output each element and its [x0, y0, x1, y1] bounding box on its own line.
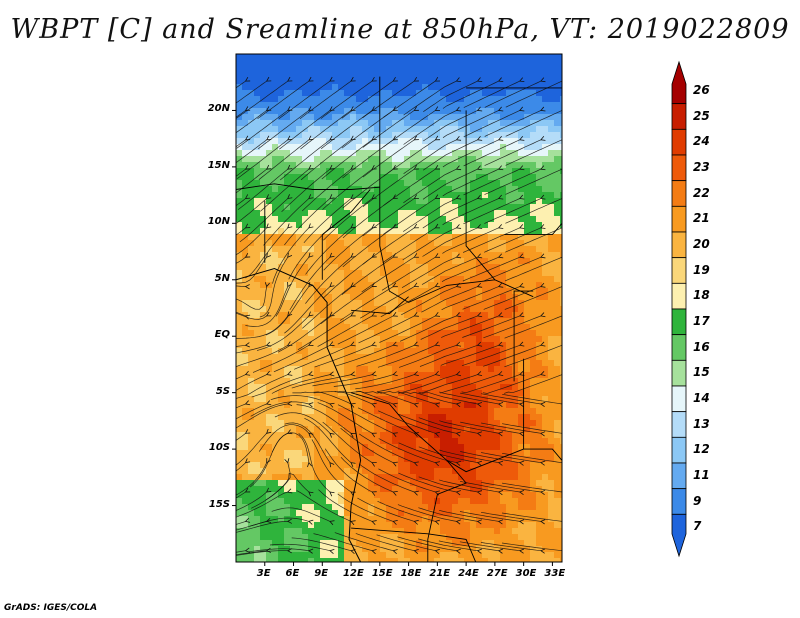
- lat-label: 10S: [208, 442, 230, 454]
- lon-label: 21E: [429, 568, 451, 579]
- colorbar-swatch: [671, 231, 687, 259]
- colorbar-swatch: [671, 154, 687, 182]
- colorbar-label: 12: [693, 442, 710, 457]
- colorbar-label: 9: [693, 493, 702, 508]
- lon-label: 33E: [544, 568, 566, 579]
- colorbar-label: 11: [693, 467, 710, 482]
- colorbar-label: 26: [693, 82, 710, 97]
- colorbar-label: 18: [693, 288, 710, 303]
- colorbar-label: 20: [693, 236, 710, 251]
- streamlines: [236, 76, 562, 556]
- lon-label: 24E: [458, 568, 479, 579]
- lon-label: 12E: [343, 568, 364, 579]
- colorbar-swatch: [671, 334, 687, 361]
- map-frame: [235, 53, 563, 563]
- colorbar-label: 24: [693, 134, 710, 149]
- lon-label: 18E: [400, 568, 422, 579]
- colorbar-swatch: [671, 103, 687, 130]
- lat-label: 20N: [207, 103, 230, 115]
- colorbar-swatch: [671, 488, 687, 515]
- wbpt-field: [236, 54, 562, 562]
- map-title: WBPT [C] and Sreamline at 850hPa, VT: 20…: [10, 14, 790, 45]
- lat-label: 5N: [214, 272, 230, 284]
- colorbar-label: 17: [693, 313, 710, 328]
- lon-label: 15E: [371, 568, 393, 579]
- lon-label: 6E: [285, 568, 300, 579]
- colorbar-label: 23: [693, 159, 710, 174]
- colorbar-swatch: [671, 411, 687, 438]
- lat-label: 15S: [208, 498, 230, 510]
- colorbar-label: 21: [693, 211, 710, 226]
- colorbar-swatch: [671, 257, 687, 284]
- credit-text: GrADS: IGES/COLA: [4, 603, 98, 613]
- lat-label: 5S: [215, 385, 230, 397]
- colorbar-swatch: [671, 205, 687, 233]
- lon-label: 27E: [486, 568, 508, 579]
- colorbar-swatch: [671, 385, 687, 413]
- axis-ticks: [232, 109, 553, 566]
- colorbar-label: 19: [693, 262, 710, 277]
- colorbar-swatch: [671, 60, 687, 105]
- lon-label: 30E: [515, 568, 537, 579]
- colorbar-label: 15: [693, 365, 710, 380]
- colorbar-label: 25: [693, 108, 710, 123]
- colorbar-label: 14: [693, 390, 710, 405]
- colorbar: [671, 60, 687, 558]
- lat-label: EQ: [214, 329, 230, 341]
- lat-label: 15N: [207, 159, 230, 171]
- lon-label: 9E: [314, 568, 329, 579]
- colorbar-swatch: [671, 436, 687, 464]
- lat-label: 10N: [207, 216, 230, 228]
- country-borders: [236, 76, 562, 562]
- colorbar-label: 7: [693, 519, 702, 534]
- colorbar-swatch: [671, 462, 687, 490]
- lon-label: 3E: [256, 568, 271, 579]
- colorbar-swatch: [671, 513, 687, 558]
- colorbar-swatch: [671, 359, 687, 387]
- colorbar-label: 22: [693, 185, 710, 200]
- colorbar-label: 16: [693, 339, 710, 354]
- colorbar-swatch: [671, 128, 687, 156]
- colorbar-swatch: [671, 308, 687, 336]
- colorbar-swatch: [671, 180, 687, 207]
- colorbar-swatch: [671, 282, 687, 310]
- colorbar-label: 13: [693, 416, 710, 431]
